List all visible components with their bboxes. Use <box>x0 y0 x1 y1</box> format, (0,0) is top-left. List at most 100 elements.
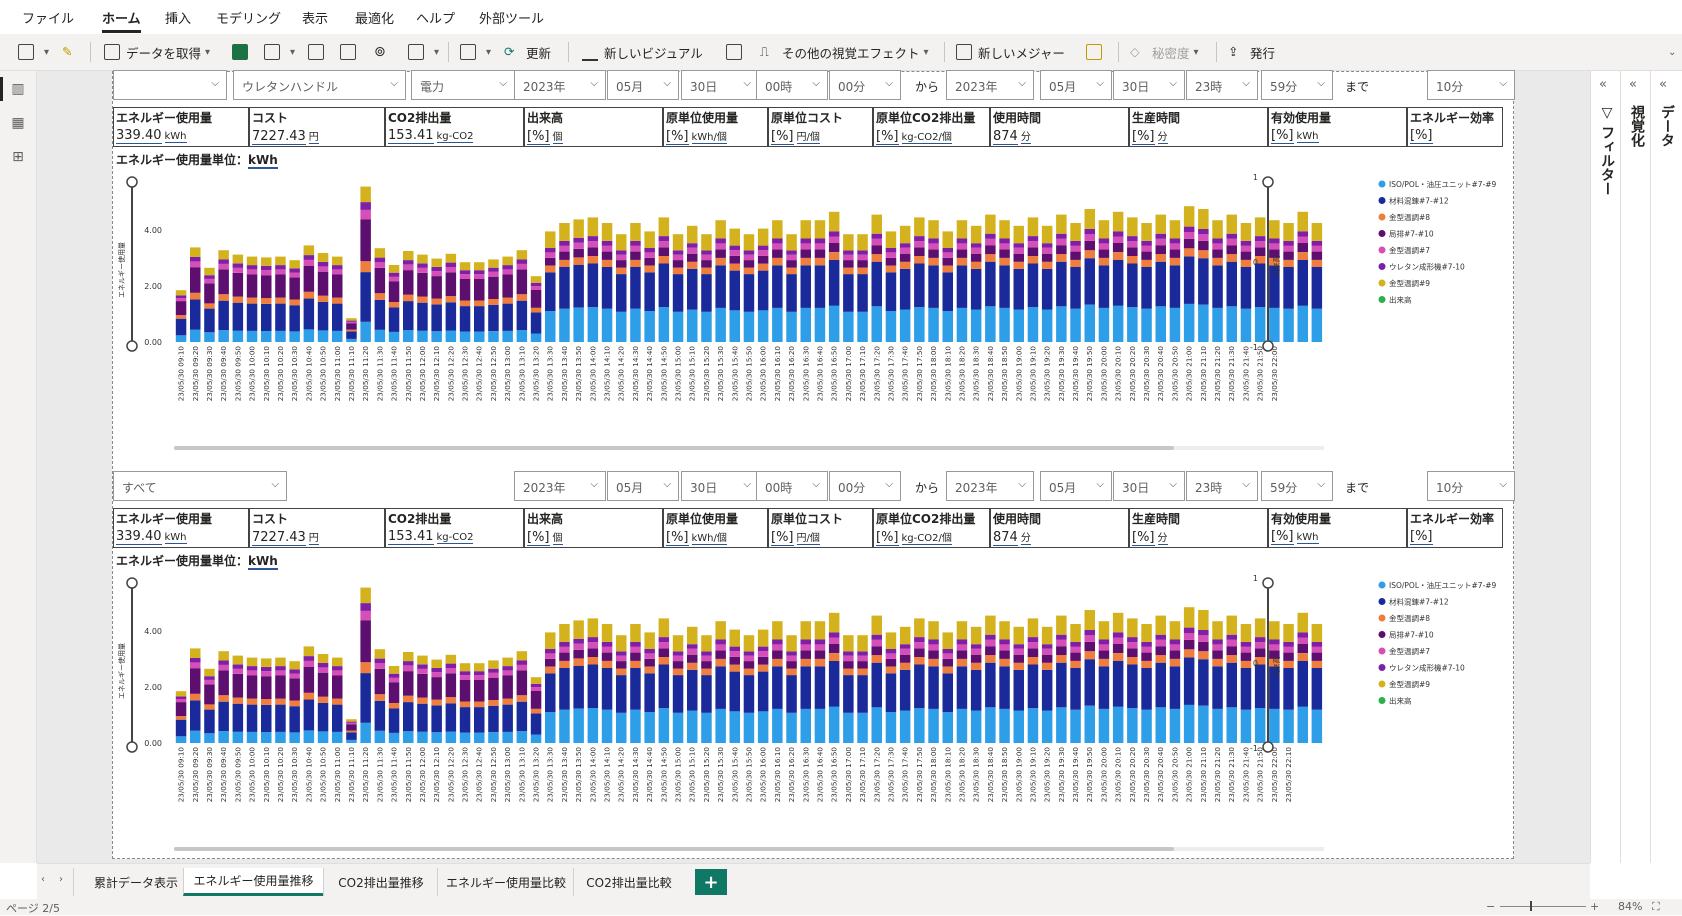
enter-data-button[interactable] <box>340 40 362 64</box>
data-hub-button[interactable]: ▾ <box>264 40 295 64</box>
filter-dropdown[interactable]: 00時 ⌵ <box>756 70 828 100</box>
page-tab[interactable]: 累計データ表示 <box>73 868 198 896</box>
filter-dropdown[interactable]: 00分 ⌵ <box>829 471 901 501</box>
bar-segment <box>1311 245 1323 252</box>
more-visuals-button[interactable]: ⎍ その他の視覚エフェクト ▾ <box>760 40 929 64</box>
data-pane[interactable]: « データ <box>1650 71 1682 863</box>
zoom-slider[interactable] <box>1500 906 1586 907</box>
filter-dropdown[interactable]: 05月 ⌵ <box>1040 471 1112 501</box>
filter-dropdown[interactable]: 2023年 ⌵ <box>514 471 606 501</box>
filters-pane[interactable]: « ▽ フィルター <box>1590 71 1619 863</box>
expand-icon[interactable]: « <box>1659 77 1667 92</box>
text-box-button[interactable] <box>726 40 748 64</box>
filter-dropdown[interactable]: 10分 ⌵ <box>1427 471 1515 501</box>
new-visual-button[interactable]: 新しいビジュアル <box>582 40 703 64</box>
collapse-ribbon-button[interactable]: ⌄ <box>1664 40 1676 64</box>
x-tick-label: 23/05/30 14:40 <box>645 747 654 803</box>
expand-icon[interactable]: « <box>1629 77 1637 92</box>
page-tab[interactable]: エネルギー使用量推移 <box>183 868 323 896</box>
refresh-button[interactable]: ⟳ 更新 <box>504 40 551 64</box>
filter-dropdown[interactable]: 59分 ⌵ <box>1261 70 1333 100</box>
bar-segment <box>1297 211 1308 232</box>
zoom-slider-thumb[interactable] <box>1530 901 1532 911</box>
menu-help[interactable]: ヘルプ <box>416 12 456 27</box>
x-tick-label: 23/05/30 22:00 <box>1270 747 1279 803</box>
bar-segment <box>985 214 996 234</box>
page-tab[interactable]: CO2排出量比較 <box>573 868 684 896</box>
menu-optimize[interactable]: 最適化 <box>355 12 395 27</box>
add-page-button[interactable]: + <box>695 869 727 895</box>
filter-dropdown[interactable]: 30日 ⌵ <box>1113 70 1185 100</box>
page-tab[interactable]: CO2排出量推移 <box>323 868 438 896</box>
filter-dropdown[interactable]: 2023年 ⌵ <box>946 70 1034 100</box>
x-tick-label: 23/05/30 18:20 <box>958 346 967 402</box>
bar-segment <box>928 249 939 258</box>
bar-segment <box>843 675 854 713</box>
menu-modeling[interactable]: モデリング <box>216 12 282 27</box>
bar-segment <box>261 658 272 667</box>
zoom-out-button[interactable]: − <box>1486 900 1496 913</box>
excel-button[interactable] <box>232 40 254 64</box>
paste-button[interactable]: ▾ <box>18 40 49 64</box>
get-data-button[interactable]: データを取得 ▾ <box>104 40 210 64</box>
filter-dropdown[interactable]: 30日 ⌵ <box>1113 471 1185 501</box>
legend-item: 金型温調#9 <box>1389 278 1430 288</box>
sensitivity-button[interactable]: ◇ 秘密度 ▾ <box>1130 40 1199 64</box>
fit-page-icon[interactable]: ⛶ <box>1652 900 1660 913</box>
filter-dropdown[interactable]: 00時 ⌵ <box>756 471 828 501</box>
model-view-icon[interactable]: ⊞ <box>12 149 24 165</box>
filter-dropdown[interactable]: ウレタンハンドル ⌵ <box>233 70 406 100</box>
filter-dropdown[interactable]: 2023年 ⌵ <box>514 70 606 100</box>
bar-segment <box>828 305 840 342</box>
visualizations-pane[interactable]: « 視覚化 <box>1620 71 1649 863</box>
menu-home[interactable]: ホーム <box>102 8 141 33</box>
scroll-right-icon[interactable]: › <box>59 874 63 885</box>
new-measure-button[interactable]: 新しいメジャー <box>956 40 1065 64</box>
bar-segment <box>715 220 726 239</box>
x-tick-label: 23/05/30 19:20 <box>1043 747 1052 803</box>
table-view-icon[interactable]: ▦ <box>11 115 25 131</box>
filter-dropdown[interactable]: 電力 ⌵ <box>411 70 515 100</box>
scroll-left-icon[interactable]: ‹ <box>41 874 45 885</box>
filter-dropdown[interactable]: すべて ⌵ <box>113 471 287 501</box>
filter-dropdown[interactable]: 30日 ⌵ <box>681 70 759 100</box>
y2-tick-label: -1 <box>1250 343 1258 352</box>
format-painter-button[interactable]: ✎ <box>62 40 84 64</box>
page-tab[interactable]: エネルギー使用量比較 <box>437 868 574 896</box>
menu-file[interactable]: ファイル <box>22 12 75 27</box>
dataverse-button[interactable]: ⊚ <box>374 40 396 64</box>
sql-button[interactable] <box>308 40 330 64</box>
bar-segment <box>261 270 272 276</box>
zoom-in-button[interactable]: + <box>1590 900 1600 913</box>
filter-dropdown[interactable]: 59分 ⌵ <box>1261 471 1333 501</box>
dropdown-value: 23時 <box>1195 481 1223 495</box>
publish-button[interactable]: ⇪ 発行 <box>1228 40 1275 64</box>
filter-dropdown[interactable]: 00分 ⌵ <box>829 70 901 100</box>
kpi-unit: 分 <box>1157 132 1168 144</box>
transform-data-button[interactable]: ▾ <box>460 40 491 64</box>
recent-sources-button[interactable]: ▾ <box>408 40 439 64</box>
filter-dropdown[interactable]: 30日 ⌵ <box>681 471 759 501</box>
filter-dropdown[interactable]: 23時 ⌵ <box>1186 471 1258 501</box>
chevron-down-icon: ⌵ <box>1169 78 1177 89</box>
filter-dropdown[interactable]: 23時 ⌵ <box>1186 70 1258 100</box>
filter-dropdown[interactable]: ⌵ <box>113 70 227 100</box>
bar-segment <box>1112 632 1124 638</box>
menu-view[interactable]: 表示 <box>302 12 329 27</box>
bar-segment <box>218 695 229 702</box>
filter-dropdown[interactable]: 05月 ⌵ <box>607 471 679 501</box>
report-view-icon[interactable]: ▥ <box>0 77 25 101</box>
filter-dropdown[interactable]: 05月 ⌵ <box>607 70 679 100</box>
expand-icon[interactable]: « <box>1599 77 1607 92</box>
filter-dropdown[interactable]: 2023年 ⌵ <box>946 471 1034 501</box>
menu-insert[interactable]: 挿入 <box>165 12 192 27</box>
bar-segment <box>814 249 826 258</box>
filter-dropdown[interactable]: 05月 ⌵ <box>1040 70 1112 100</box>
filter-dropdown[interactable]: 10分 ⌵ <box>1427 70 1515 100</box>
menu-external-tools[interactable]: 外部ツール <box>479 12 545 27</box>
bar-segment <box>828 637 840 644</box>
quick-measure-button[interactable] <box>1086 40 1108 64</box>
bar-segment <box>488 672 499 678</box>
